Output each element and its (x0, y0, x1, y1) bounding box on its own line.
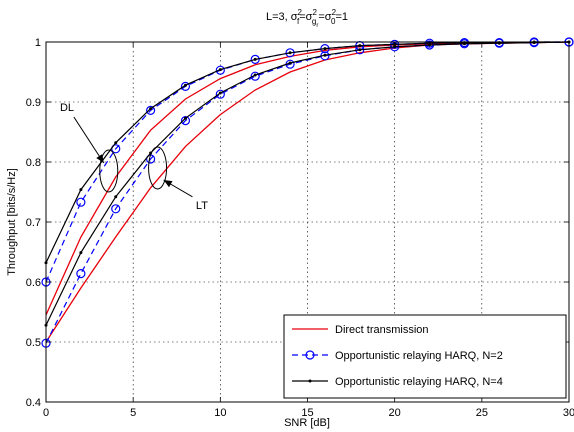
legend-swatch-circle (305, 350, 315, 360)
legend-label: Direct transmission (335, 324, 429, 336)
data-point-circle (76, 197, 86, 207)
data-point-dot (288, 51, 292, 55)
x-tick-label: 5 (130, 407, 136, 419)
data-point-dot (149, 107, 153, 111)
legend-swatch-dot (308, 379, 312, 383)
dl-group-ellipse (99, 149, 119, 193)
dl-annotation-label: DL (60, 102, 74, 114)
data-point-dot (183, 83, 187, 87)
data-point-dot (79, 251, 83, 255)
data-point-dot (218, 68, 222, 72)
legend-label: Opportunistic relaying HARQ, N=4 (335, 376, 503, 388)
y-tick-label: 0.5 (26, 337, 41, 349)
chart-title-prefix: L=3, (266, 11, 291, 23)
data-point-dot (323, 53, 327, 57)
data-point-dot (323, 47, 327, 51)
data-point-circle (250, 71, 260, 81)
data-point-circle (180, 81, 191, 92)
x-axis-label: SNR [dB] (284, 417, 330, 429)
x-tick-label: 25 (476, 407, 488, 419)
data-point-dot (114, 195, 118, 199)
y-axis-label: Throughput [bits/s/Hz] (6, 168, 18, 276)
data-point-dot (183, 116, 187, 120)
data-point-circle (250, 54, 260, 65)
data-point-dot (79, 188, 83, 192)
x-tick-label: 10 (214, 407, 226, 419)
data-point-dot (253, 57, 257, 61)
data-point-dot (358, 48, 362, 52)
data-point-circle (215, 89, 225, 99)
x-tick-label: 30 (563, 407, 574, 419)
legend-label: Opportunistic relaying HARQ, N=2 (335, 350, 503, 362)
data-point-dot (114, 141, 118, 145)
x-tick-label: 20 (389, 407, 401, 419)
annotations: DL LT (60, 102, 208, 212)
lt-arrow-head (163, 180, 173, 188)
series-line-lt-3 (45, 41, 570, 344)
data-point-dot (288, 61, 292, 65)
y-tick-label: 1 (35, 37, 41, 49)
data-point-circle (76, 269, 86, 279)
dl-arrow-head (96, 154, 104, 163)
data-point-circle (111, 204, 121, 214)
lt-group-ellipse (148, 146, 168, 190)
plot-frame (45, 41, 570, 403)
data-point-circle (146, 105, 156, 116)
data-point-dot (218, 91, 222, 95)
data-point-circle (215, 65, 225, 75)
x-tick-label: 0 (43, 407, 49, 419)
x-tick-label: 15 (301, 407, 313, 419)
y-tick-label: 0.6 (26, 277, 41, 289)
chart-title-suffix: =1 (335, 11, 348, 23)
data-point-dot (462, 42, 466, 46)
legend: Direct transmission Opportunistic relayin… (283, 314, 567, 399)
data-point-dot (253, 73, 257, 77)
axes: 0 5 10 15 20 25 30 0.4 0.5 0.6 0.7 0.8 0.9 1 (26, 37, 574, 419)
data-point-dot (358, 44, 362, 48)
legend-box (283, 314, 567, 399)
y-tick-label: 0.7 (26, 217, 41, 229)
y-tick-label: 0.4 (26, 397, 41, 409)
dl-arrow-line (73, 116, 105, 164)
y-tick-label: 0.9 (26, 97, 41, 109)
y-tick-label: 0.8 (26, 157, 41, 169)
data-point-circle (180, 115, 191, 126)
lt-annotation-label: LT (196, 200, 208, 212)
data-point-dot (428, 43, 432, 47)
chart-title: L=3, σ2 f=σ2 gr=σ2 0=1 (266, 8, 348, 29)
